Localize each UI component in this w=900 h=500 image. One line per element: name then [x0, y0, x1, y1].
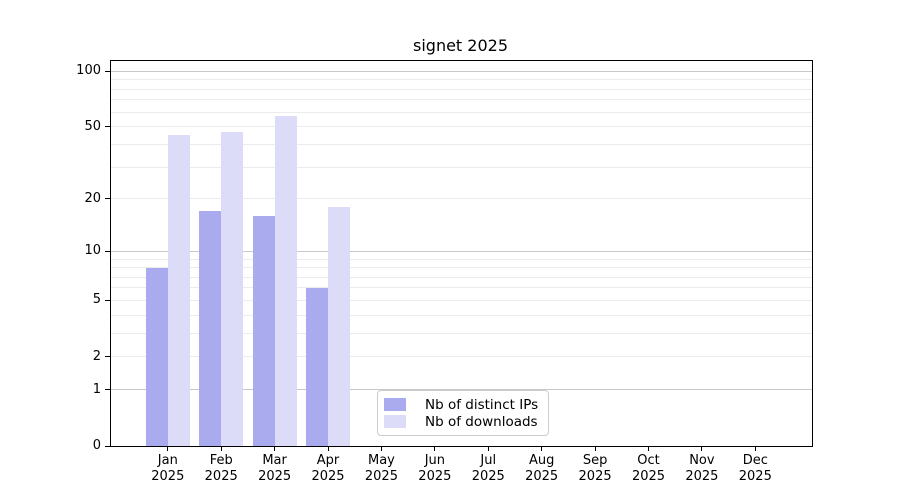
y-axis-label: 50: [84, 118, 101, 134]
y-axis-tick: [105, 389, 110, 391]
y-axis-label: 10: [84, 243, 101, 259]
minor-gridline: [111, 332, 812, 334]
minor-gridline: [111, 126, 812, 128]
x-axis-tick: [327, 446, 329, 451]
x-axis-label: Jul 2025: [471, 453, 505, 484]
y-axis-tick: [105, 445, 110, 447]
y-axis-label: 100: [76, 63, 101, 79]
legend-swatch-distinct-ips: [384, 398, 406, 411]
x-axis-tick: [274, 446, 276, 451]
x-axis-label: Jun 2025: [418, 453, 452, 484]
bar-downloads: [274, 116, 297, 446]
x-axis-tick: [541, 446, 543, 451]
minor-gridline: [111, 299, 812, 301]
x-axis-tick: [701, 446, 703, 451]
x-axis-label: May 2025: [364, 453, 398, 484]
bar-distinct-ips: [145, 267, 168, 446]
major-gridline: [111, 250, 812, 252]
y-axis-tick: [105, 299, 110, 301]
y-axis-label: 5: [92, 292, 101, 308]
bar-distinct-ips: [199, 211, 222, 446]
x-axis-label: Feb 2025: [204, 453, 238, 484]
minor-gridline: [111, 287, 812, 289]
x-axis-tick: [380, 446, 382, 451]
legend-label-distinct-ips: Nb of distinct IPs: [425, 396, 539, 413]
minor-gridline: [111, 356, 812, 358]
y-axis-tick: [105, 126, 110, 128]
x-axis-label: Mar 2025: [258, 453, 292, 484]
minor-gridline: [111, 267, 812, 269]
y-axis-label: 1: [92, 381, 101, 397]
y-axis-tick: [105, 356, 110, 358]
y-axis-tick: [105, 70, 110, 72]
major-gridline: [111, 389, 812, 391]
bar-downloads: [221, 131, 244, 446]
x-axis-tick: [594, 446, 596, 451]
plot-area: 0 1 2 5 10 20 50 100 Jan 2025 Feb 2025 Mar 2025 Apr…: [76, 60, 813, 484]
x-axis-tick: [434, 446, 436, 451]
y-axis-label: 20: [84, 190, 101, 206]
x-axis-tick: [167, 446, 169, 451]
y-axis-tick: [105, 198, 110, 200]
minor-gridline: [111, 143, 812, 145]
bar-downloads: [328, 206, 351, 446]
minor-gridline: [111, 258, 812, 260]
legend-item-distinct-ips: Nb of distinct IPs: [384, 396, 538, 413]
minor-gridline: [111, 111, 812, 113]
minor-gridline: [111, 79, 812, 81]
major-gridline: [111, 70, 812, 72]
x-axis-label: Oct 2025: [631, 453, 666, 484]
minor-gridline: [111, 314, 812, 316]
bar-distinct-ips: [306, 287, 329, 446]
minor-gridline: [111, 198, 812, 200]
x-axis-label: Nov 2025: [685, 453, 719, 484]
x-axis-tick: [487, 446, 489, 451]
y-axis-label: 0: [92, 438, 101, 453]
minor-gridline: [111, 88, 812, 90]
minor-gridline: [111, 99, 812, 101]
y-axis-label: 2: [92, 348, 101, 364]
x-axis-label: Dec 2025: [738, 453, 772, 484]
minor-gridline: [111, 276, 812, 278]
chart-title: signet 2025: [413, 36, 508, 55]
legend-item-downloads: Nb of downloads: [384, 413, 538, 430]
minor-gridline: [111, 166, 812, 168]
x-axis-tick: [647, 446, 649, 451]
x-axis-label: Apr 2025: [311, 453, 345, 484]
legend-label-downloads: Nb of downloads: [425, 413, 538, 430]
legend: Nb of distinct IPs Nb of downloads: [377, 390, 550, 436]
x-axis-label: Sep 2025: [578, 453, 612, 484]
bar-distinct-ips: [252, 215, 275, 446]
x-axis-tick: [754, 446, 756, 451]
bar-downloads: [167, 135, 190, 446]
legend-swatch-downloads: [384, 415, 406, 428]
y-axis-tick: [105, 250, 110, 252]
x-axis-label: Aug 2025: [525, 453, 559, 484]
x-axis-label: Jan 2025: [151, 453, 185, 484]
x-axis-tick: [220, 446, 222, 451]
